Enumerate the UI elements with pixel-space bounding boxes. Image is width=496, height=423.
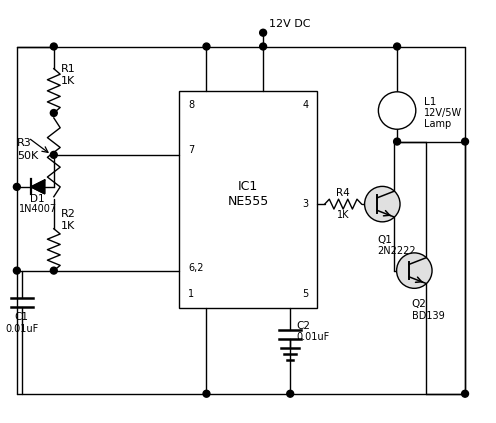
Circle shape [365,187,400,222]
Text: R2: R2 [61,209,76,219]
Circle shape [203,43,210,50]
Circle shape [462,138,469,145]
Circle shape [260,43,266,50]
Bar [180,91,317,308]
Polygon shape [31,180,45,194]
Circle shape [13,184,20,190]
Text: 50K: 50K [17,151,38,161]
Text: R1: R1 [61,64,76,74]
Text: 1: 1 [188,289,194,299]
Text: 5: 5 [302,289,309,299]
Circle shape [462,390,469,397]
Text: R3: R3 [17,137,32,148]
Text: 8: 8 [188,100,194,110]
Text: IC1
NE555: IC1 NE555 [228,180,269,208]
Text: D1: D1 [30,194,45,204]
Text: 4: 4 [302,100,309,110]
Text: C2: C2 [296,321,310,331]
Text: L1: L1 [424,97,436,107]
Text: 12V/5W: 12V/5W [424,108,462,118]
Text: 12V DC: 12V DC [269,19,310,29]
Circle shape [51,267,57,274]
Circle shape [51,110,57,116]
Text: Lamp: Lamp [424,119,451,129]
Text: 2N2222: 2N2222 [377,246,416,256]
Text: 1K: 1K [61,76,75,86]
Text: 7: 7 [188,145,194,155]
Circle shape [394,43,401,50]
Text: 1N4007: 1N4007 [19,204,57,214]
Text: 1K: 1K [337,210,349,220]
Circle shape [394,138,401,145]
Text: 0.01uF: 0.01uF [296,332,329,342]
Circle shape [51,43,57,50]
Text: 3: 3 [302,199,309,209]
Circle shape [13,267,20,274]
Circle shape [51,151,57,158]
Circle shape [287,390,294,397]
Text: R4: R4 [336,188,350,198]
Circle shape [260,29,266,36]
Text: Q1: Q1 [377,235,392,244]
Text: 0.01uF: 0.01uF [5,324,38,334]
Text: C1: C1 [15,313,29,322]
Circle shape [378,92,416,129]
Text: 1K: 1K [61,221,75,231]
Text: BD139: BD139 [412,311,444,321]
Text: Q2: Q2 [412,299,427,309]
Text: 6,2: 6,2 [188,263,204,273]
Circle shape [203,390,210,397]
Circle shape [397,253,432,288]
